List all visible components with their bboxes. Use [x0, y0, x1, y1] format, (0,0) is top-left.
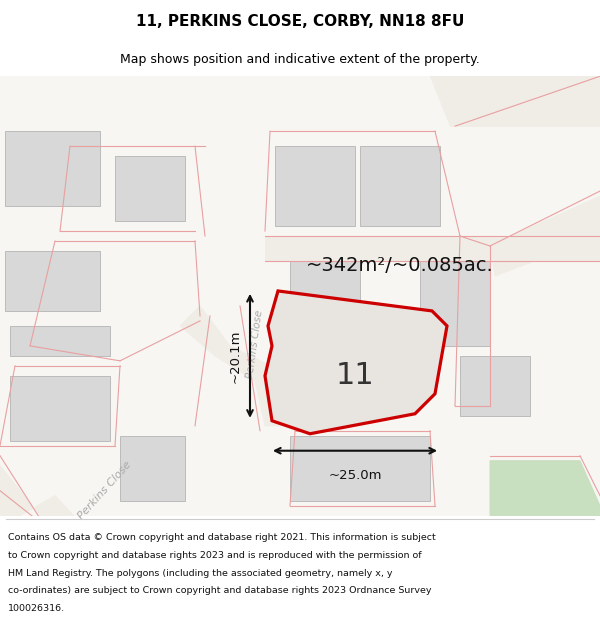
- Polygon shape: [460, 356, 530, 416]
- Polygon shape: [490, 196, 600, 276]
- Polygon shape: [5, 131, 100, 206]
- Polygon shape: [290, 261, 360, 326]
- Text: ~20.1m: ~20.1m: [229, 329, 242, 382]
- Polygon shape: [265, 291, 447, 434]
- Text: HM Land Registry. The polygons (including the associated geometry, namely x, y: HM Land Registry. The polygons (includin…: [8, 569, 392, 578]
- Text: Contains OS data © Crown copyright and database right 2021. This information is : Contains OS data © Crown copyright and d…: [8, 533, 436, 542]
- Polygon shape: [430, 76, 600, 126]
- Polygon shape: [0, 76, 600, 516]
- Polygon shape: [180, 306, 290, 426]
- Polygon shape: [115, 156, 185, 221]
- Polygon shape: [490, 461, 600, 566]
- Text: ~25.0m: ~25.0m: [328, 469, 382, 482]
- Text: 11, PERKINS CLOSE, CORBY, NN18 8FU: 11, PERKINS CLOSE, CORBY, NN18 8FU: [136, 14, 464, 29]
- Polygon shape: [10, 326, 110, 356]
- Polygon shape: [0, 466, 120, 566]
- Text: co-ordinates) are subject to Crown copyright and database rights 2023 Ordnance S: co-ordinates) are subject to Crown copyr…: [8, 586, 431, 595]
- Polygon shape: [265, 236, 600, 261]
- Polygon shape: [275, 146, 355, 226]
- Polygon shape: [360, 146, 440, 226]
- Text: 11: 11: [335, 361, 374, 391]
- Polygon shape: [5, 251, 100, 311]
- Polygon shape: [420, 261, 490, 346]
- Text: Map shows position and indicative extent of the property.: Map shows position and indicative extent…: [120, 53, 480, 66]
- Text: to Crown copyright and database rights 2023 and is reproduced with the permissio: to Crown copyright and database rights 2…: [8, 551, 421, 560]
- Text: ~342m²/~0.085ac.: ~342m²/~0.085ac.: [306, 256, 494, 276]
- Polygon shape: [120, 436, 185, 501]
- Text: Perkins Close: Perkins Close: [245, 309, 265, 379]
- Polygon shape: [290, 436, 430, 501]
- Polygon shape: [10, 376, 110, 441]
- Text: 100026316.: 100026316.: [8, 604, 65, 613]
- Polygon shape: [300, 331, 360, 381]
- Text: Perkins Close: Perkins Close: [76, 459, 134, 522]
